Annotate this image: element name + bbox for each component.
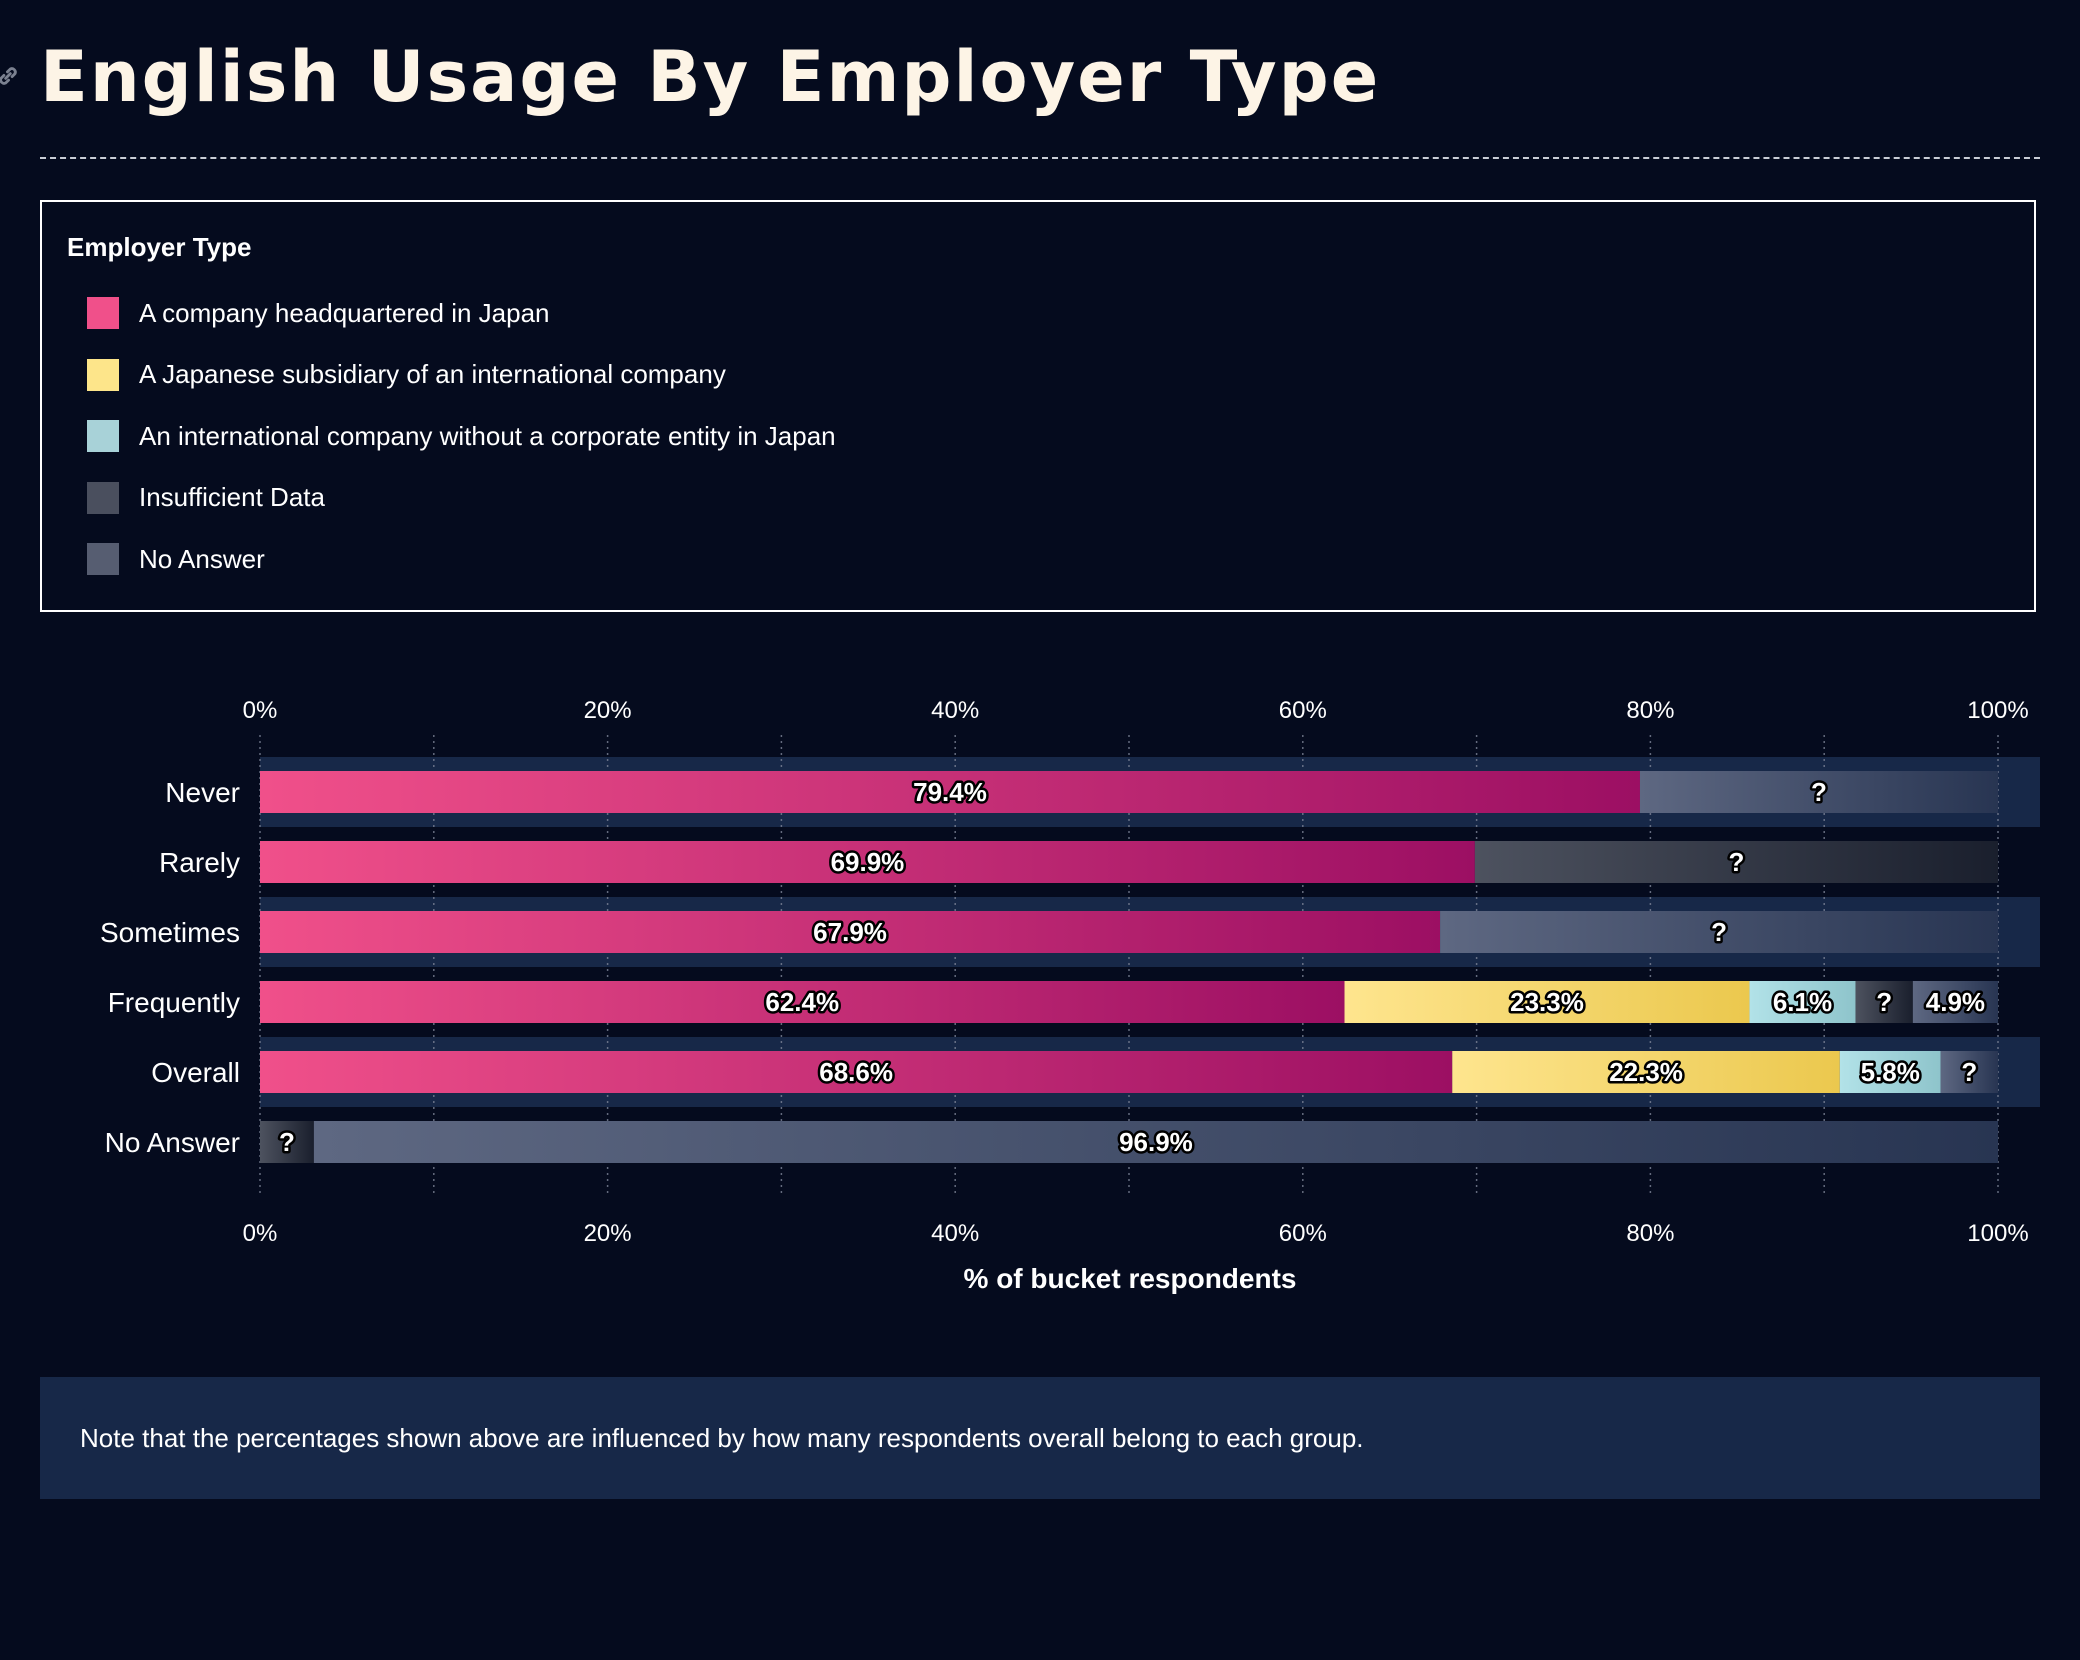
bar-labels: 79.4% ? 69.9% ? 67.9% ? 62.4% 23.3% 6.1%? 4.9% 68.…	[276, 775, 1987, 1160]
bar-segment[interactable]	[1749, 981, 1856, 1023]
bar-data-label: 96.9%	[1119, 1127, 1193, 1157]
tick-label: 80%	[1626, 1220, 1674, 1247]
bar-segment[interactable]	[1344, 981, 1750, 1023]
category-label: Frequently	[108, 987, 240, 1018]
legend-swatch	[87, 543, 119, 575]
x-axis-label: % of bucket respondents	[964, 1263, 1297, 1294]
tick-label: 60%	[1279, 697, 1327, 724]
bar-data-label: 68.6%	[819, 1057, 893, 1087]
note-text: Note that the percentages shown above ar…	[80, 1423, 1364, 1453]
bar-segment[interactable]	[260, 1051, 1453, 1093]
bar-data-label: 22.3%	[1609, 1057, 1683, 1087]
bar-segment[interactable]	[260, 841, 1475, 883]
bar-segment[interactable]	[1940, 1051, 1998, 1093]
legend-label: A company headquartered in Japan	[139, 297, 550, 328]
stacked-bar-chart: 79.4% ? 69.9% ? 67.9% ? 62.4% 23.3% 6.1%? 4.9% 68.…	[100, 697, 2040, 1294]
bar-segment[interactable]	[1639, 771, 1998, 813]
title-divider	[40, 157, 2040, 159]
bar-segment[interactable]	[260, 981, 1345, 1023]
category-labels: Never Rarely Sometimes Frequently Overall No …	[100, 777, 240, 1158]
note-box: Note that the percentages shown above ar…	[40, 1377, 2040, 1499]
legend-label: An international company without a corpo…	[139, 420, 836, 451]
category-label: Overall	[151, 1057, 240, 1088]
bar-data-label: 6.1%	[1773, 987, 1832, 1017]
legend-swatch	[87, 358, 119, 391]
legend-title: Employer Type	[67, 232, 252, 262]
tick-label: 40%	[931, 697, 979, 724]
legend-item[interactable]: A company headquartered in Japan	[87, 296, 550, 330]
legend-label: No Answer	[139, 543, 265, 574]
bar-segment[interactable]	[1452, 1051, 1840, 1093]
bar-segment[interactable]	[1474, 841, 1998, 883]
bar-segment[interactable]	[260, 911, 1441, 953]
bar-data-label: ?	[1876, 987, 1892, 1017]
page-title: English Usage By Employer Type	[40, 36, 1381, 118]
legend-item[interactable]: No Answer	[87, 542, 265, 576]
bar-segment[interactable]	[260, 1121, 314, 1163]
tick-label: 20%	[584, 697, 632, 724]
tick-label: 80%	[1626, 697, 1674, 724]
bar-segment[interactable]	[1912, 981, 1998, 1023]
bar-segment[interactable]	[1855, 981, 1913, 1023]
bars	[260, 771, 1999, 1163]
bar-data-label: 5.8%	[1861, 1057, 1920, 1087]
bar-data-label: ?	[1811, 777, 1827, 807]
category-label: Rarely	[159, 847, 240, 878]
link-icon[interactable]	[0, 62, 22, 90]
bar-data-label: 62.4%	[765, 987, 839, 1017]
legend-item[interactable]: An international company without a corpo…	[87, 419, 836, 453]
legend-swatch	[87, 297, 119, 329]
bar-segment[interactable]	[313, 1121, 1999, 1163]
tick-labels: 0% 0% 20% 20% 40% 40% 60% 60% 80% 80% 100% 100%	[243, 697, 2029, 1247]
legend-item[interactable]: Insufficient Data	[87, 481, 325, 515]
bar-segment[interactable]	[260, 771, 1640, 813]
bar-data-label: ?	[279, 1127, 295, 1157]
tick-label: 100%	[1967, 1220, 2028, 1247]
legend-label: A Japanese subsidiary of an internationa…	[139, 359, 726, 389]
bar-data-label: ?	[1711, 917, 1727, 947]
legend-item[interactable]: A Japanese subsidiary of an internationa…	[87, 358, 726, 392]
legend-label: Insufficient Data	[139, 482, 325, 512]
bar-data-label: ?	[1728, 847, 1744, 877]
legend-swatch	[87, 420, 119, 452]
category-label: No Answer	[105, 1127, 240, 1158]
bar-segment[interactable]	[1839, 1051, 1941, 1093]
bar-data-label: 69.9%	[831, 847, 905, 877]
legend: Employer Type A company headquartered in…	[40, 200, 2036, 612]
tick-label: 0%	[243, 1220, 278, 1247]
bar-data-label: 67.9%	[813, 917, 887, 947]
bar-segment[interactable]	[1440, 911, 1998, 953]
category-label: Never	[165, 777, 240, 808]
gridlines	[259, 735, 1999, 1195]
bar-data-label: ?	[1961, 1057, 1977, 1087]
bar-data-label: 4.9%	[1926, 987, 1985, 1017]
tick-label: 20%	[584, 1220, 632, 1247]
tick-label: 0%	[243, 697, 278, 724]
bar-data-label: 23.3%	[1510, 987, 1584, 1017]
tick-label: 40%	[931, 1220, 979, 1247]
bar-data-label: 79.4%	[913, 777, 987, 807]
category-label: Sometimes	[100, 917, 240, 948]
tick-label: 100%	[1967, 697, 2028, 724]
legend-swatch	[87, 481, 119, 514]
tick-label: 60%	[1279, 1220, 1327, 1247]
